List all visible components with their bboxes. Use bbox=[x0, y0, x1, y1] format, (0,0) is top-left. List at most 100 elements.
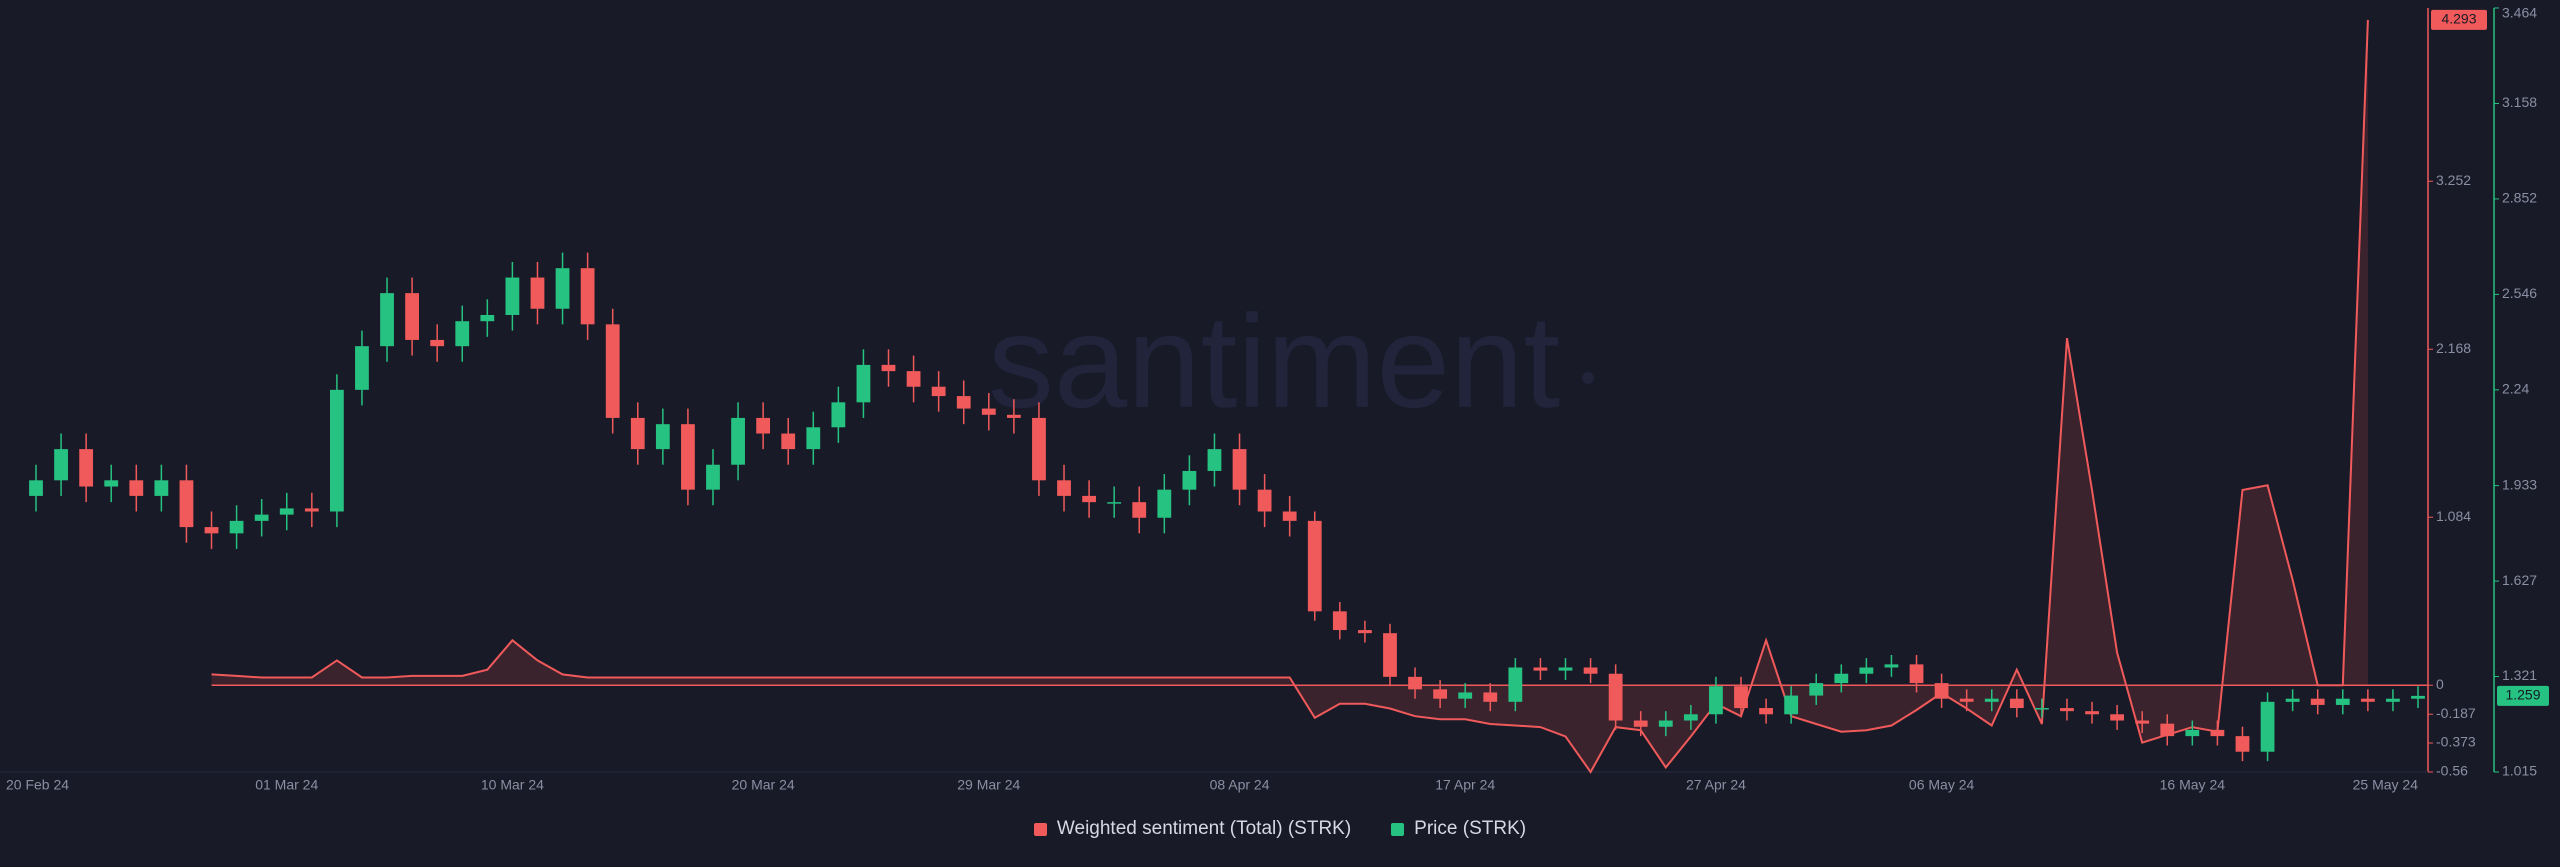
y2-tick-label: -0.187 bbox=[2436, 705, 2476, 721]
candle-body bbox=[1784, 695, 1799, 715]
candle-body bbox=[1232, 449, 1247, 490]
y2-tick-label: -0.56 bbox=[2436, 763, 2468, 779]
x-tick-label: 06 May 24 bbox=[1909, 777, 1975, 793]
candle-body bbox=[1984, 698, 1999, 702]
candle-body bbox=[2160, 723, 2175, 737]
candle-body bbox=[1709, 686, 1723, 715]
last-price-badge bbox=[2497, 685, 2549, 706]
candle-body bbox=[2185, 729, 2200, 737]
sentiment-line bbox=[211, 19, 2369, 774]
candle-body bbox=[655, 424, 670, 450]
x-tick-label: 20 Mar 24 bbox=[732, 777, 795, 793]
candle-body bbox=[2360, 698, 2375, 702]
chart: santiment -0.56 -0.373 -0.187 0 1.084 2.168 3.… bbox=[0, 5, 2549, 793]
candle-body bbox=[204, 527, 219, 534]
candle-body bbox=[1683, 714, 1698, 721]
candle-body bbox=[1834, 673, 1849, 684]
candle-body bbox=[1734, 686, 1748, 709]
candle-body bbox=[2235, 736, 2250, 752]
candle-body bbox=[1884, 664, 1899, 668]
y-tick-label: 1.933 bbox=[2502, 476, 2537, 492]
candle-body bbox=[355, 346, 369, 390]
candle-body bbox=[1934, 683, 1949, 699]
candle-body bbox=[856, 364, 871, 403]
x-tick-label: 16 May 24 bbox=[2160, 777, 2226, 793]
candle-body bbox=[756, 417, 771, 434]
candle-body bbox=[405, 293, 420, 340]
last-value-badge bbox=[2431, 9, 2487, 30]
candle-body bbox=[1408, 676, 1422, 690]
candle-body bbox=[981, 408, 996, 415]
candle-body bbox=[1032, 417, 1046, 481]
candle-body bbox=[1107, 502, 1122, 504]
candle-body bbox=[931, 386, 946, 397]
y-tick-label: 1.015 bbox=[2502, 763, 2537, 779]
candle-body bbox=[1433, 689, 1448, 699]
candle-body bbox=[1583, 667, 1598, 674]
y-tick-label: 2.24 bbox=[2502, 381, 2529, 397]
last-value-label: 4.293 bbox=[2441, 11, 2476, 27]
watermark-dot bbox=[1582, 372, 1594, 384]
candle-body bbox=[1057, 480, 1071, 496]
legend: Weighted sentiment (Total) (STRK) Price … bbox=[0, 818, 2560, 840]
candle-body bbox=[1859, 667, 1874, 674]
legend-swatch bbox=[1391, 822, 1405, 836]
candle-body bbox=[1508, 667, 1523, 702]
y-tick-label: 3.158 bbox=[2502, 94, 2537, 110]
candle-body bbox=[279, 508, 294, 515]
candle-body bbox=[1909, 664, 1924, 684]
x-tick-label: 20 Feb 24 bbox=[6, 777, 69, 793]
candle-body bbox=[29, 480, 43, 496]
candle-body bbox=[129, 480, 144, 496]
candle-body bbox=[731, 417, 745, 465]
candle-body bbox=[455, 321, 470, 347]
candle-body bbox=[831, 402, 846, 428]
candle-body bbox=[580, 268, 595, 325]
candle-body bbox=[1959, 698, 1974, 702]
candle-body bbox=[1257, 489, 1272, 512]
y2-tick-label: 1.084 bbox=[2436, 508, 2471, 524]
candle-body bbox=[2411, 695, 2425, 699]
candle-body bbox=[104, 480, 119, 487]
candle-body bbox=[1533, 667, 1548, 671]
candle-body bbox=[480, 314, 495, 322]
candle-body bbox=[1608, 673, 1623, 721]
candle-body bbox=[806, 427, 821, 450]
candle-body bbox=[1182, 470, 1197, 490]
y2-tick-label: 2.168 bbox=[2436, 340, 2471, 356]
watermark: santiment bbox=[988, 288, 1560, 435]
candle-body bbox=[1332, 611, 1347, 631]
x-tick-label: 01 Mar 24 bbox=[255, 777, 318, 793]
candle-body bbox=[881, 364, 896, 372]
candle-body bbox=[1458, 692, 1473, 699]
candle-body bbox=[2285, 698, 2300, 702]
candle-body bbox=[1132, 502, 1147, 518]
candle-body bbox=[956, 396, 971, 409]
candle-body bbox=[2386, 698, 2400, 702]
y-tick-label: 1.627 bbox=[2502, 572, 2537, 588]
candle-body bbox=[2335, 698, 2350, 705]
x-tick-label: 10 Mar 24 bbox=[481, 777, 544, 793]
candle-body bbox=[329, 389, 344, 512]
candle-body bbox=[1558, 667, 1573, 671]
x-tick-label: 27 Apr 24 bbox=[1686, 777, 1746, 793]
candle-body bbox=[1658, 720, 1673, 727]
candle-body bbox=[1383, 633, 1397, 677]
legend-label: Price (STRK) bbox=[1414, 818, 1527, 839]
candle-body bbox=[505, 277, 520, 315]
candle-body bbox=[1633, 720, 1648, 727]
x-tick-label: 29 Mar 24 bbox=[957, 777, 1020, 793]
legend-item: Weighted sentiment (Total) (STRK) bbox=[1033, 818, 1351, 840]
candle-body bbox=[1082, 495, 1096, 503]
candle-body bbox=[179, 480, 194, 528]
candle-body bbox=[605, 324, 620, 418]
candle-body bbox=[154, 480, 169, 496]
candle-body bbox=[781, 433, 796, 450]
candle-body bbox=[630, 417, 645, 450]
candle-body bbox=[1282, 511, 1297, 521]
candle-body bbox=[2310, 698, 2325, 705]
candle-body bbox=[906, 371, 921, 387]
candle-body bbox=[1358, 630, 1372, 634]
candle-body bbox=[706, 464, 720, 490]
candle-body bbox=[1207, 449, 1222, 471]
